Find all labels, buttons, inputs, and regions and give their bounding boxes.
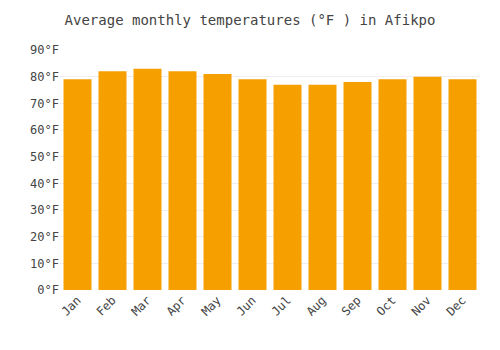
svg-text:10°F: 10°F xyxy=(30,257,59,271)
svg-text:20°F: 20°F xyxy=(30,230,59,244)
svg-text:Average monthly temperatures (: Average monthly temperatures (°F ) in Af… xyxy=(65,12,436,28)
svg-text:70°F: 70°F xyxy=(30,97,59,111)
svg-text:40°F: 40°F xyxy=(30,177,59,191)
svg-text:0°F: 0°F xyxy=(37,283,59,297)
svg-text:60°F: 60°F xyxy=(30,123,59,137)
svg-text:30°F: 30°F xyxy=(30,203,59,217)
svg-text:Nov: Nov xyxy=(409,293,434,318)
svg-text:Apr: Apr xyxy=(164,293,189,318)
svg-text:Dec: Dec xyxy=(444,293,469,318)
svg-text:Sep: Sep xyxy=(339,293,364,318)
svg-text:Oct: Oct xyxy=(374,293,399,318)
svg-text:Jun: Jun xyxy=(234,293,259,318)
svg-text:Feb: Feb xyxy=(94,293,119,318)
svg-text:Jul: Jul xyxy=(269,293,294,318)
svg-text:May: May xyxy=(199,293,224,318)
svg-text:Jan: Jan xyxy=(59,293,84,318)
svg-text:Mar: Mar xyxy=(129,293,154,318)
svg-text:Aug: Aug xyxy=(304,293,329,318)
svg-text:90°F: 90°F xyxy=(30,43,59,57)
svg-text:50°F: 50°F xyxy=(30,150,59,164)
svg-text:80°F: 80°F xyxy=(30,70,59,84)
